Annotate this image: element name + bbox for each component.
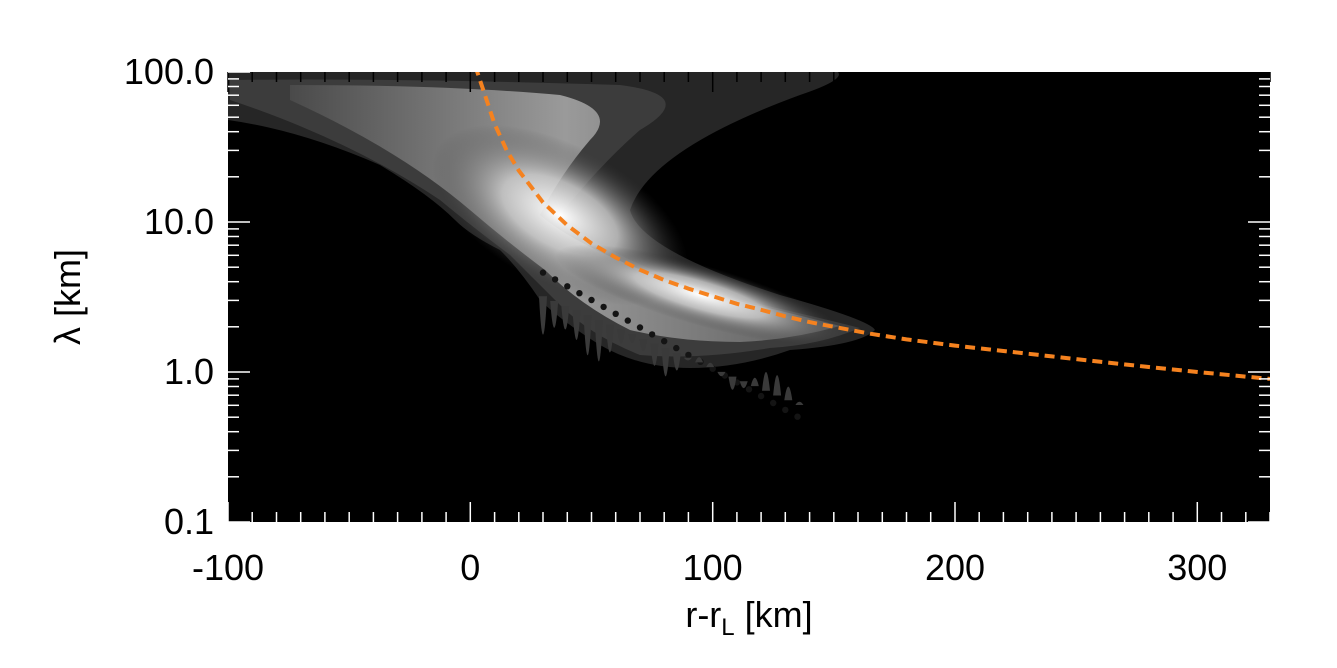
- ripple-dot: [757, 392, 765, 400]
- ripple-dot: [551, 276, 559, 283]
- ripple-dot: [770, 399, 777, 407]
- x-axis-label: r-rL [km]: [685, 594, 812, 641]
- ripple-finger: [773, 375, 782, 396]
- ripple-finger: [672, 353, 681, 371]
- ripple-finger: [784, 386, 793, 401]
- y-axis-tick-labels: 0.1 1.0 10.0 100.0: [124, 51, 214, 542]
- ripple-dot: [576, 290, 583, 297]
- x-axis-label-unit: [km]: [735, 594, 813, 635]
- ripple-dot: [794, 413, 801, 420]
- ripple-finger: [617, 329, 626, 344]
- ripple-dot: [782, 406, 789, 414]
- ripple-dot: [661, 338, 668, 345]
- y-tick-label: 0.1: [164, 501, 214, 542]
- ripple-finger: [650, 343, 659, 366]
- ripple-finger: [683, 357, 692, 361]
- dispersion-curve: [475, 72, 1270, 381]
- x-axis-label-subscript: L: [721, 614, 734, 641]
- ripple-finger: [539, 296, 547, 335]
- ripple-finger: [795, 401, 804, 405]
- ripple-finger: [639, 338, 648, 352]
- ripple-finger: [561, 305, 570, 330]
- ripple-finger: [706, 362, 715, 368]
- ripple-finger: [750, 377, 759, 387]
- x-axis-tick-labels: -100 0 100 200 300: [192, 547, 1227, 588]
- ripple-finger: [594, 319, 603, 362]
- heatmap-inner-band: [290, 85, 840, 342]
- ripple-dot: [539, 269, 547, 276]
- x-tick-label: 200: [925, 547, 985, 588]
- heatmap-tail-glow: [555, 244, 845, 346]
- heatmap-ripples: [539, 269, 804, 420]
- ripple-dot: [636, 324, 644, 331]
- y-axis-ticks: [228, 71, 1270, 523]
- y-axis-label: λ [km]: [47, 249, 88, 345]
- ripple-finger: [550, 301, 559, 328]
- heatmap-intensity: [228, 72, 875, 420]
- ripple-dot: [648, 331, 656, 338]
- ripple-finger: [605, 324, 614, 353]
- y-tick-label: 10.0: [144, 201, 214, 242]
- y-tick-label: 1.0: [164, 351, 214, 392]
- ripple-dot: [600, 303, 607, 311]
- ripple-finger: [762, 372, 770, 391]
- ripple-dot: [673, 344, 680, 352]
- ripple-dot: [685, 351, 692, 359]
- ripple-dot: [564, 283, 571, 290]
- ripple-finger: [583, 315, 592, 356]
- ripple-dot: [612, 310, 619, 317]
- ripple-finger: [717, 371, 726, 377]
- x-axis-ticks: [227, 72, 1271, 522]
- x-axis-label-main: r-r: [685, 594, 721, 635]
- ripple-finger: [661, 348, 670, 377]
- ripple-dot: [588, 296, 595, 304]
- ripple-finger: [628, 334, 637, 343]
- ripple-finger: [739, 381, 748, 389]
- ripple-finger: [695, 357, 704, 363]
- x-tick-label: 0: [460, 547, 480, 588]
- y-tick-label: 100.0: [124, 51, 214, 92]
- ripple-dot: [624, 317, 631, 324]
- ripple-dot: [745, 386, 753, 393]
- x-tick-label: 300: [1167, 547, 1227, 588]
- ripple-finger: [728, 376, 737, 390]
- x-tick-label: 100: [683, 547, 743, 588]
- ripple-finger: [572, 310, 581, 340]
- x-tick-label: -100: [192, 547, 264, 588]
